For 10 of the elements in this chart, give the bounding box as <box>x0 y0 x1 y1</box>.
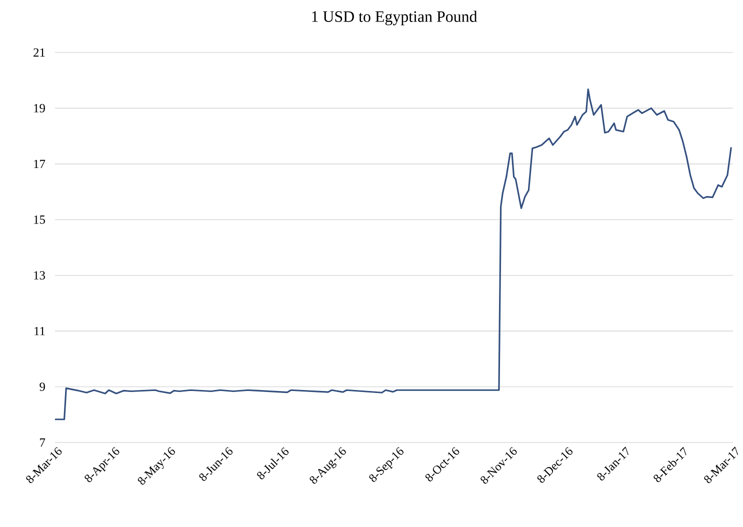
y-tick-label: 21 <box>34 48 45 57</box>
y-tick-label: 9 <box>40 382 45 391</box>
y-tick-label: 7 <box>40 438 46 447</box>
y-tick-label: 19 <box>34 104 45 112</box>
y-tick-label: 11 <box>34 326 45 336</box>
line-series <box>54 88 732 420</box>
y-tick-label: 15 <box>34 215 45 224</box>
chart-title: 1 USD to Egyptian Pound <box>312 10 478 26</box>
y-tick-label: 13 <box>34 271 45 280</box>
y-tick-label: 17 <box>34 160 46 168</box>
